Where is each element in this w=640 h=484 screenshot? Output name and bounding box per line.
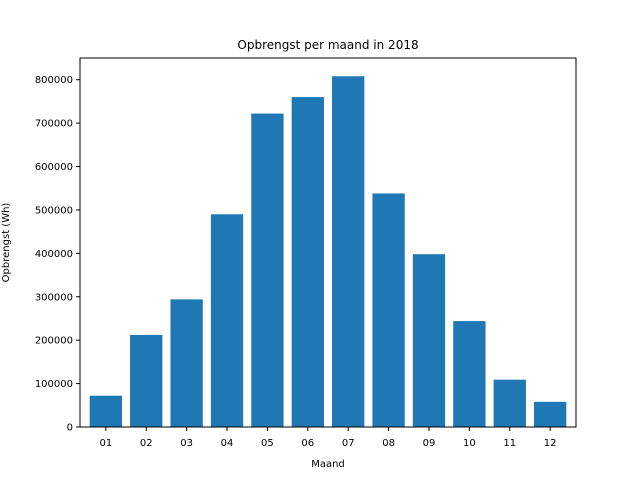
x-tick-label: 08 <box>382 438 395 449</box>
x-tick-label: 11 <box>503 438 516 449</box>
bar-10 <box>453 321 486 427</box>
x-tick-label: 01 <box>99 438 112 449</box>
x-axis-ticks: 01 02 03 04 05 06 07 08 09 10 11 12 <box>99 427 557 449</box>
x-axis-label: Maand <box>311 459 345 470</box>
bar-02 <box>130 334 163 427</box>
y-tick-label: 600000 <box>35 162 73 173</box>
y-tick-label: 200000 <box>35 336 73 347</box>
x-tick-label: 05 <box>261 438 274 449</box>
bar-04 <box>210 214 244 427</box>
y-tick-label: 400000 <box>35 249 73 260</box>
y-axis-ticks: 0 100000 200000 300000 400000 500000 600000 700… <box>35 75 80 434</box>
y-tick-label: 700000 <box>35 119 73 130</box>
bar-09 <box>412 254 446 427</box>
bar-12 <box>533 401 567 427</box>
x-tick-label: 06 <box>301 438 314 449</box>
y-tick-label: 300000 <box>35 292 73 303</box>
x-tick-label: 12 <box>544 438 557 449</box>
bar-05 <box>251 113 284 427</box>
bar-11 <box>493 379 526 427</box>
x-tick-label: 10 <box>463 438 476 449</box>
x-tick-label: 09 <box>423 438 436 449</box>
bars-group <box>89 76 567 427</box>
bar-01 <box>89 395 123 427</box>
y-axis-label: Opbrengst (Wh) <box>1 203 12 283</box>
y-tick-label: 800000 <box>35 75 73 86</box>
x-tick-label: 07 <box>342 438 355 449</box>
bar-06 <box>291 97 324 427</box>
chart-title: Opbrengst per maand in 2018 <box>237 38 418 52</box>
bar-07 <box>332 76 365 427</box>
bar-03 <box>170 299 203 427</box>
bar-08 <box>372 193 405 427</box>
y-tick-label: 100000 <box>35 379 73 390</box>
x-tick-label: 03 <box>180 438 193 449</box>
plot-frame <box>79 57 577 428</box>
y-tick-label: 0 <box>67 423 73 434</box>
x-tick-label: 04 <box>221 438 234 449</box>
y-tick-label: 500000 <box>35 205 73 216</box>
x-tick-label: 02 <box>140 438 153 449</box>
